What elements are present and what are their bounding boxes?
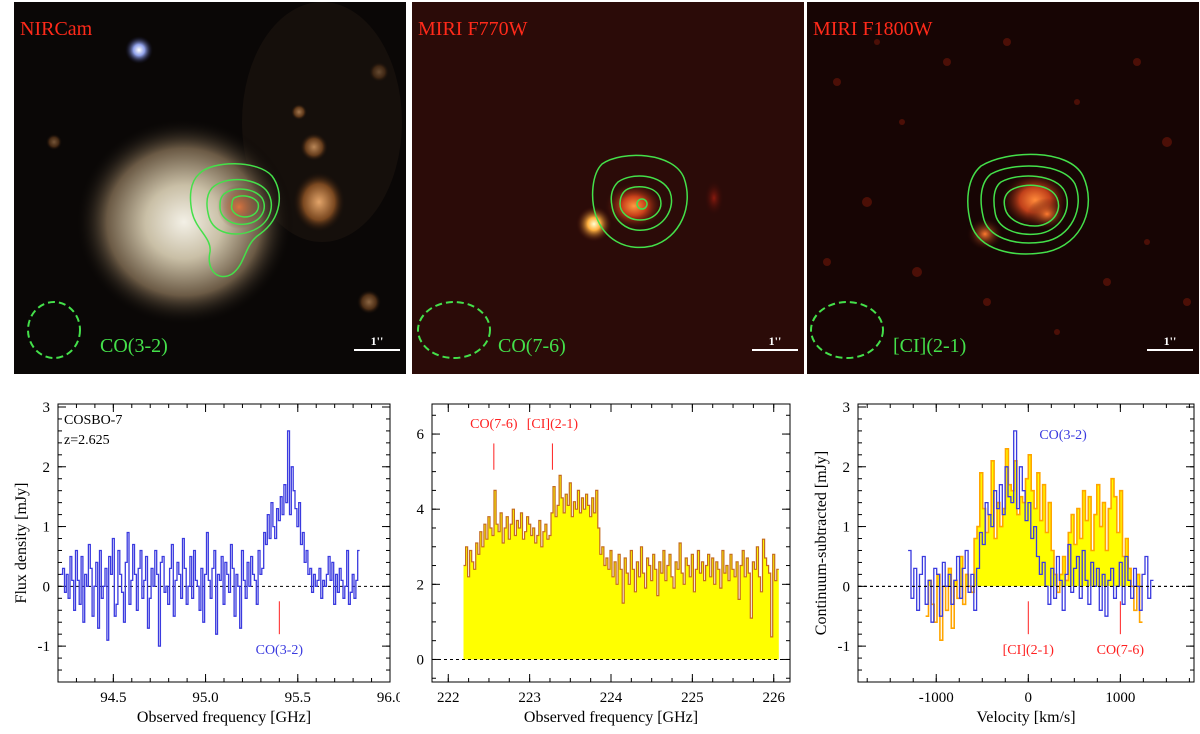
beam-label: [CI](2-1): [893, 335, 966, 357]
y-tick-label: 0: [43, 579, 51, 595]
ci21-annotation: [CI](2-1): [1003, 643, 1055, 658]
plot-frame: [857, 403, 1195, 683]
y-tick-label: 0: [417, 652, 425, 668]
co32-annotation: CO(3-2): [1039, 428, 1087, 443]
x-tick-label: 225: [681, 690, 704, 706]
source-name-label: COSBO-7: [64, 413, 122, 428]
beam-ellipse: [27, 301, 81, 359]
co76-ci21-fill: [925, 448, 1143, 587]
x-tick-label: 223: [518, 690, 541, 706]
x-axis-label: Observed frequency [GHz]: [137, 709, 311, 726]
nircam-image: 1'' NIRCam CO(3-2): [14, 2, 406, 374]
ci21-contours: [967, 153, 1090, 255]
y-tick-label: 2: [417, 577, 425, 593]
spectrum-fill: [463, 475, 779, 660]
y-tick-label: 3: [843, 400, 851, 416]
x-axis-label: Observed frequency [GHz]: [524, 709, 698, 726]
panel-label: MIRI F770W: [418, 18, 528, 40]
beam-label: CO(7-6): [498, 335, 566, 357]
co76-annotation: CO(7-6): [1097, 643, 1145, 658]
co32-velocity-line: [908, 430, 1154, 623]
x-axis-label: Velocity [km/s]: [976, 709, 1075, 726]
co76-contours: [591, 154, 688, 249]
y-axis-label: Flux density [mJy]: [13, 483, 30, 604]
y-tick-label: 0: [843, 579, 851, 595]
plot-frame: [57, 403, 391, 683]
y-tick-label: 1: [43, 520, 51, 536]
panel-label: NIRCam: [20, 18, 93, 40]
y-tick-label: -1: [38, 639, 51, 655]
co76-ci21-spectrum-chart: 222 223 224 225 226 0 2 4 6 Observed frequency [G…: [417, 403, 791, 726]
x-tick-label: 224: [600, 690, 623, 706]
beam-ellipse: [417, 301, 491, 359]
y-tick-label: 2: [843, 460, 851, 476]
x-tick-label: 0: [1025, 690, 1033, 706]
plot-frame: [431, 403, 791, 683]
ci21-annotation: [CI](2-1): [527, 417, 579, 432]
y-axis-label: Continuum-subtracted [mJy]: [813, 451, 830, 635]
spectrum-line: [463, 474, 779, 638]
y-tick-label: 2: [43, 460, 51, 476]
co76-annotation: CO(7-6): [470, 417, 518, 432]
x-tick-label: 95.0: [192, 690, 218, 706]
x-tick-label: 226: [762, 690, 785, 706]
x-tick-label: 94.5: [100, 690, 126, 706]
y-tick-label: 1: [843, 520, 851, 536]
co32-annotation: CO(3-2): [256, 643, 304, 658]
co32-spectrum-chart: 94.5 95.0 95.5 96.0 -1 0 1 2 3 Observed frequency…: [13, 400, 400, 726]
scale-label: 1'': [769, 334, 782, 348]
y-tick-label: 3: [43, 400, 51, 416]
y-tick-label: 4: [417, 502, 425, 518]
scale-label: 1'': [1164, 334, 1177, 348]
beam-label: CO(3-2): [100, 335, 168, 357]
x-tick-label: 95.5: [285, 690, 311, 706]
x-tick-label: 1000: [1105, 690, 1135, 706]
x-tick-label: -1000: [919, 690, 954, 706]
y-tick-label: -1: [838, 639, 851, 655]
co32-spectrum-line: [60, 430, 360, 647]
x-tick-label: 96.0: [377, 690, 400, 706]
miri-f770w-image: 1'' MIRI F770W CO(7-6): [412, 2, 804, 374]
co76-ci21-line: [925, 448, 1143, 641]
scale-label: 1'': [371, 334, 384, 348]
miri-f1800w-image: 1'' MIRI F1800W [CI](2-1): [807, 2, 1199, 374]
x-tick-label: 222: [437, 690, 460, 706]
panel-label: MIRI F1800W: [813, 18, 933, 40]
miri-f1800w-image-panel: 1'' MIRI F1800W [CI](2-1): [807, 2, 1199, 374]
y-tick-label: 6: [417, 427, 425, 443]
redshift-label: z=2.625: [64, 433, 110, 448]
co32-contours: [189, 163, 280, 278]
miri-f770w-image-panel: 1'' MIRI F770W CO(7-6): [412, 2, 804, 374]
beam-ellipse: [810, 301, 884, 359]
nircam-image-panel: 1'' NIRCam CO(3-2): [14, 2, 406, 374]
velocity-overlay-chart: -1000 0 1000 -1 0 1 2 3 Velocity [km/s] Continuum…: [813, 400, 1195, 726]
